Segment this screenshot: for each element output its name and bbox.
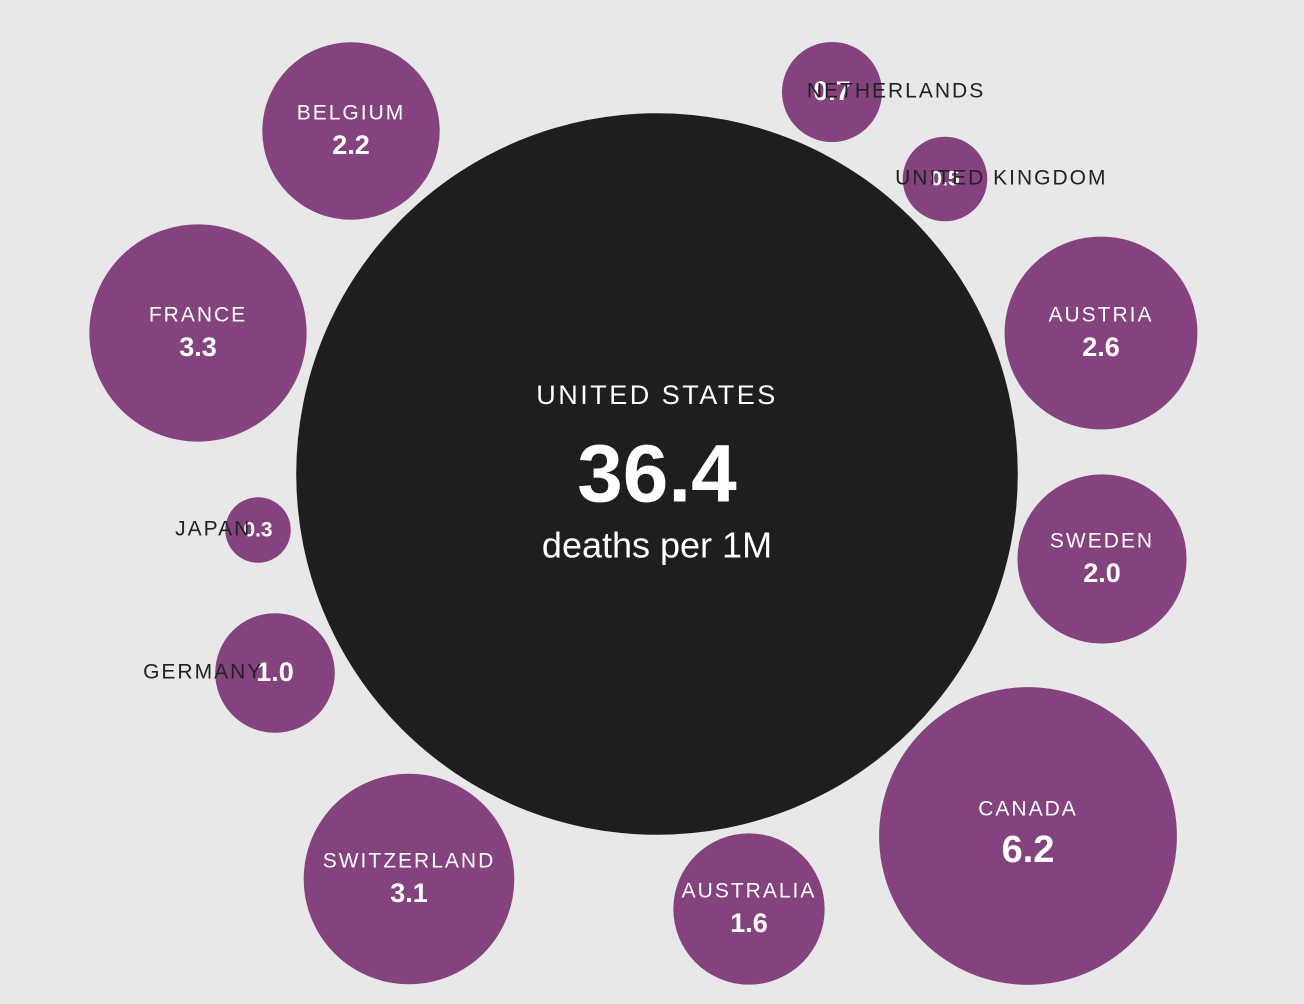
- bubble-value: 2.0: [1083, 558, 1121, 588]
- bubble-name: CANADA: [978, 798, 1078, 821]
- bubble: [225, 497, 291, 563]
- bubble: [89, 224, 307, 442]
- bubble: [262, 42, 440, 220]
- bubble-value: 1.6: [730, 908, 768, 938]
- bubble-name: NETHERLANDS: [807, 80, 985, 103]
- bubble: [781, 41, 883, 143]
- bubble: [215, 613, 335, 733]
- bubble-name: SWITZERLAND: [323, 850, 496, 873]
- bubble: [1004, 236, 1198, 430]
- bubble-name: SWEDEN: [1050, 530, 1154, 553]
- bubble: [303, 773, 515, 985]
- bubble: [879, 687, 1177, 985]
- bubble-name: JAPAN: [175, 518, 251, 541]
- bubble-name: AUSTRALIA: [682, 880, 817, 903]
- bubble: [296, 113, 1018, 835]
- bubble-value: 3.1: [390, 878, 428, 908]
- bubble-name: FRANCE: [149, 304, 247, 327]
- bubble-value: 1.0: [256, 657, 294, 687]
- bubble: [902, 136, 988, 222]
- bubble-value: 2.2: [332, 130, 370, 160]
- bubble-name: BELGIUM: [297, 102, 406, 125]
- bubble-value: 3.3: [179, 332, 217, 362]
- bubble-name: UNITED STATES: [536, 380, 778, 410]
- bubble: [673, 833, 825, 985]
- bubble-value: 0.7: [813, 76, 851, 106]
- bubble-value: 2.6: [1082, 332, 1120, 362]
- bubble-value: 0.3: [243, 519, 272, 542]
- bubble-name: UNITED KINGDOM: [895, 167, 1107, 190]
- bubble: [1017, 474, 1187, 644]
- unit-label: deaths per 1M: [542, 525, 772, 566]
- bubble-value: 36.4: [577, 429, 737, 520]
- bubble-name: AUSTRIA: [1048, 304, 1153, 327]
- bubble-name: GERMANY: [143, 661, 263, 684]
- bubble-value: 0.5: [930, 168, 960, 191]
- bubble-value: 6.2: [1002, 829, 1055, 871]
